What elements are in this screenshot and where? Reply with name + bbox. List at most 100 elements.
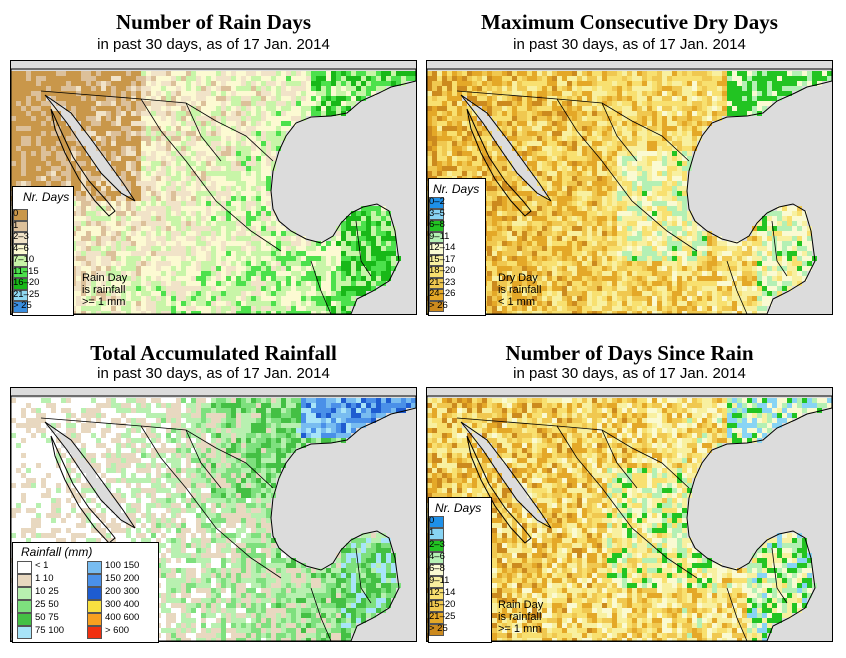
legend-label: 150 200 (105, 573, 140, 584)
panel-title: Number of Rain Days (115, 10, 312, 34)
panel-subtitle: in past 30 days, as of 17 Jan. 2014 (97, 36, 330, 53)
legend-label: 21–25 (429, 611, 456, 622)
legend-note: Rain Day is rainfall >= 1 mm (498, 599, 543, 635)
panel-title: Number of Days Since Rain (505, 341, 754, 365)
legend-swatch (429, 277, 444, 289)
legend-title: Nr. Days (433, 182, 480, 196)
boundary-line (140, 98, 282, 252)
legend-label: > 25 (429, 623, 448, 634)
panel-subtitle: in past 30 days, as of 17 Jan. 2014 (513, 365, 746, 382)
baja-coastline (466, 435, 532, 544)
baja-coastline (466, 108, 532, 217)
panel-dry-days: Maximum Consecutive Dry Days in past 30 … (426, 10, 833, 316)
legend-swatch (13, 289, 28, 301)
legend-swatch (429, 528, 444, 540)
legend-label: 6–8 (429, 563, 445, 574)
legend-title: Rainfall (mm) (21, 545, 93, 559)
legend-swatch (13, 232, 28, 244)
map-legend: Nr. Days 0 1 2–3 4–6 6–8 9–11 12–14 15–20 21–25 >… (428, 497, 492, 643)
legend-label: 10 25 (35, 586, 59, 597)
legend-swatch (429, 516, 444, 528)
note-line: Dry Day (498, 272, 538, 284)
legend-swatch (429, 300, 444, 312)
map-raster (11, 68, 416, 314)
boundary-line (771, 547, 788, 604)
legend-swatch (429, 576, 444, 588)
grid-cells (11, 71, 416, 314)
map-days-since-rain (426, 387, 833, 642)
baja-coastline (50, 435, 116, 544)
note-line: is rainfall (498, 611, 542, 623)
legend-swatch (13, 209, 28, 221)
legend-swatch (87, 561, 102, 574)
legend-swatch (429, 197, 444, 209)
legend-swatch (13, 255, 28, 267)
boundary-line (601, 102, 638, 162)
legend-label: 0 (13, 208, 19, 219)
boundary-line (726, 260, 748, 314)
legend-label: > 26 (429, 299, 448, 311)
legend-label: 400 600 (105, 612, 140, 623)
boundary-line (355, 547, 372, 604)
legend-swatch (429, 624, 444, 636)
legend-label: 15–17 (429, 253, 456, 265)
map-legend: Rainfall (mm) < 1 1 10 10 25 25 50 50 75 75 1… (12, 542, 159, 643)
legend-swatch (429, 208, 444, 220)
legend-label: 1 10 (35, 573, 54, 584)
map-raster (427, 68, 832, 314)
coastline (11, 68, 416, 314)
legend-swatch (17, 561, 32, 574)
legend-swatch (13, 278, 28, 290)
legend-label: 100 150 (105, 560, 140, 571)
legend-label: 18–20 (429, 265, 456, 276)
legend-title: Nr. Days (23, 190, 70, 204)
panel-title: Maximum Consecutive Dry Days (481, 10, 778, 34)
legend-swatch (429, 243, 444, 255)
legend-label: 50 75 (35, 612, 59, 623)
boundary-line (771, 220, 788, 277)
legend-swatch (13, 243, 28, 255)
boundary-line (601, 429, 638, 489)
note-line: is rainfall (498, 284, 542, 296)
legend-swatch (17, 600, 32, 613)
legend-swatch (17, 626, 32, 639)
legend-label: 4–6 (13, 242, 29, 254)
panel-rain-days: Number of Rain Days in past 30 days, as … (10, 10, 417, 316)
note-line: >= 1 mm (498, 623, 542, 635)
legend-label: 9–11 (429, 575, 450, 586)
legend-title: Nr. Days (435, 501, 482, 515)
legend-label: > 25 (13, 300, 32, 311)
panel-total-rainfall: Total Accumulated Rainfall in past 30 da… (10, 333, 417, 643)
legend-swatch (429, 266, 444, 278)
legend-swatch (17, 574, 32, 587)
legend-label: 9–11 (429, 230, 450, 242)
boundary-line (556, 98, 698, 252)
legend-swatch (87, 600, 102, 613)
note-line: Rain Day (82, 272, 128, 284)
grid-cells (427, 71, 832, 314)
legend-label: 0–2 (429, 196, 445, 207)
legend-swatch (429, 254, 444, 266)
map-dry-days (426, 60, 833, 315)
legend-label: 16–20 (13, 277, 40, 288)
legend-swatch (13, 220, 28, 232)
note-line: < 1 mm (498, 296, 535, 308)
boundary-line (185, 102, 222, 162)
panel-subtitle: in past 30 days, as of 17 Jan. 2014 (97, 365, 330, 382)
panel-days-since-rain: Number of Days Since Rain in past 30 day… (426, 333, 833, 643)
boundary-line (310, 587, 332, 641)
boundary-line (726, 587, 748, 641)
legend-label: 0 (429, 515, 435, 526)
legend-label: 2–3 (13, 231, 29, 242)
legend-swatch (429, 540, 444, 552)
coastline (427, 68, 832, 314)
legend-label: 25 50 (35, 599, 59, 610)
legend-label: 200 300 (105, 586, 140, 597)
boundary-line (185, 429, 222, 489)
legend-label: 12–14 (429, 587, 456, 598)
legend-swatch (429, 220, 444, 232)
legend-swatch (429, 289, 444, 301)
legend-label: > 600 (105, 625, 130, 636)
legend-label: 15–20 (429, 599, 456, 610)
legend-label: 21–25 (13, 288, 40, 300)
